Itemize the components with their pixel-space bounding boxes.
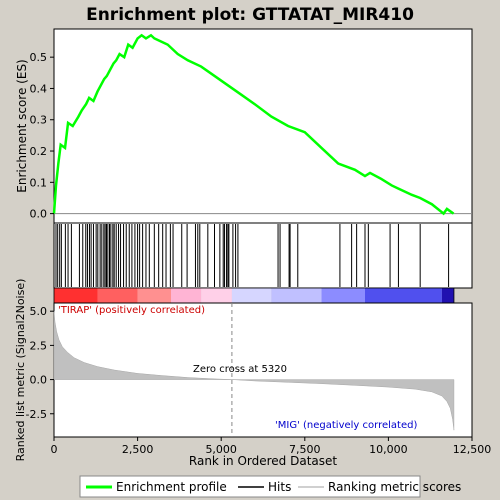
metric-y-axis: 5.0 2.5 0.0 -2.5 [26,305,54,421]
es-y-tick-label: 0.0 [30,208,48,221]
es-y-tick-label: 0.2 [30,145,48,158]
color-bar-segment [364,288,442,303]
color-bar-segment [97,288,138,303]
x-tick-label: 7,500 [289,443,321,456]
es-y-axis-label: Enrichment score (ES) [15,59,29,192]
x-axis: 0 2,500 5,000 7,500 10,000 12,500 [51,437,492,456]
x-tick-label: 5,000 [205,443,237,456]
color-bar-segment [271,288,322,303]
x-tick-label: 0 [51,443,58,456]
color-bar-segment [441,288,454,303]
enrichment-profile-line [52,33,455,216]
metric-y-tick-label: 0.0 [30,374,48,387]
rank-color-bar [53,287,455,304]
legend-metric-label: Ranking metric scores [328,480,461,494]
metric-y-tick-label: 5.0 [30,305,48,318]
ranking-metric-area [53,311,455,431]
x-tick-label: 10,000 [369,443,408,456]
metric-y-tick-label: -2.5 [26,408,47,421]
es-y-tick-label: 0.3 [30,114,48,127]
chart-title: Enrichment plot: GTTATAT_MIR410 [86,5,414,25]
color-bar-segment [201,288,232,303]
legend-profile-label: Enrichment profile [116,480,227,494]
x-axis-label: Rank in Ordered Dataset [189,454,337,468]
legend-hits-label: Hits [268,480,291,494]
negative-label: 'MIG' (negatively correlated) [275,420,417,431]
color-bar-segment [171,288,202,303]
hits-panel [53,222,473,289]
metric-y-axis-label: Ranked list metric (Signal2Noise) [14,279,27,462]
zero-cross-label: Zero cross at 5320 [193,364,287,375]
es-y-tick-label: 0.1 [30,176,48,189]
x-tick-label: 12,500 [453,443,492,456]
positive-label: 'TIRAP' (positively correlated) [58,305,205,316]
es-y-tick-label: 0.4 [30,82,48,95]
color-bar-segment [54,288,98,303]
color-bar-segment [137,288,172,303]
color-bar-segment [321,288,365,303]
metric-y-tick-label: 2.5 [30,339,48,352]
metric-panel [53,302,473,438]
es-y-tick-label: 0.5 [30,51,48,64]
color-bar-segment [231,288,272,303]
es-y-axis: 0.0 0.1 0.2 0.3 0.4 0.5 [30,51,54,221]
x-tick-label: 2,500 [122,443,154,456]
hit-marks [55,224,450,287]
